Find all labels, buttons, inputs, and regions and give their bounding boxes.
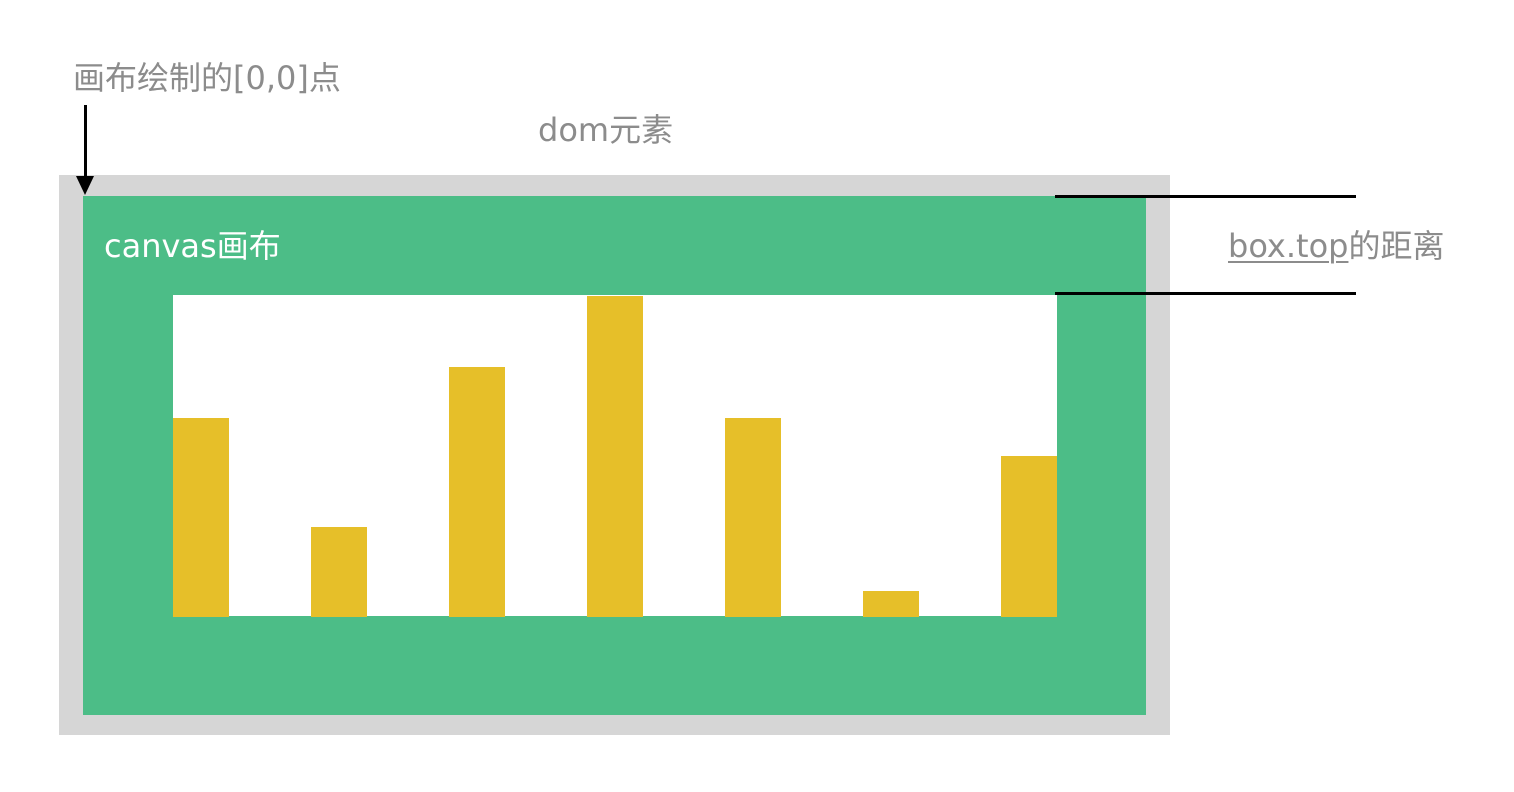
bar-chart (173, 295, 1057, 617)
bar-5 (725, 418, 781, 617)
bar-6 (863, 591, 919, 617)
box-top-upper-line (1055, 195, 1356, 198)
origin-arrow-shaft (84, 105, 87, 181)
box-top-distance-label: box.top的距离 (1228, 230, 1444, 262)
bar-2 (311, 527, 367, 617)
origin-label: 画布绘制的[0,0]点 (73, 59, 341, 97)
box-top-lower-line (1055, 292, 1356, 295)
box-top-code: box.top (1228, 227, 1349, 265)
bar-7 (1001, 456, 1057, 617)
bar-3 (449, 367, 505, 617)
bar-4 (587, 296, 643, 617)
bar-1 (173, 418, 229, 617)
dom-element-label: dom元素 (538, 111, 674, 149)
canvas-label: canvas画布 (104, 227, 281, 265)
distance-suffix: 的距离 (1348, 227, 1445, 265)
origin-arrow-head (76, 176, 94, 195)
